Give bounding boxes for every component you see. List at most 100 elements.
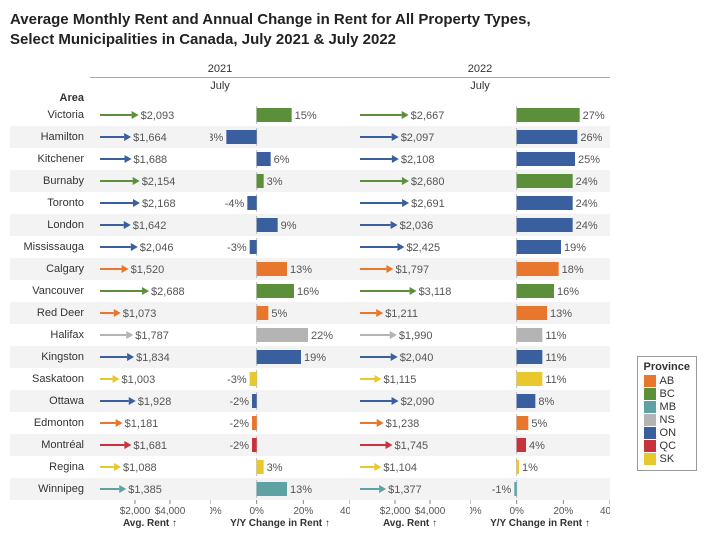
year-2022-header: 2022 (350, 61, 610, 78)
legend-item-bc[interactable]: BC (644, 388, 690, 400)
pct-2022-bar: 8% (470, 390, 610, 412)
rent-2021-arrow: $1,664 (90, 126, 210, 148)
rent-2022-arrow: $3,118 (350, 280, 470, 302)
area-header: Area (10, 78, 90, 104)
svg-text:27%: 27% (583, 110, 605, 122)
svg-text:25%: 25% (578, 154, 600, 166)
city-label: Saskatoon (10, 368, 90, 390)
pct-2021-bar: 16% (210, 280, 350, 302)
legend-item-on[interactable]: ON (644, 427, 690, 439)
city-label: Regina (10, 456, 90, 478)
pct-2021-bar: 3% (210, 456, 350, 478)
pct-2022-bar: 25% (470, 148, 610, 170)
rent-2022-axis-label[interactable]: Avg. Rent (350, 516, 470, 529)
svg-text:$2,691: $2,691 (411, 198, 445, 210)
legend-label: MB (660, 401, 677, 413)
svg-text:-20%: -20% (470, 506, 482, 516)
svg-text:$2,097: $2,097 (401, 132, 435, 144)
svg-text:$1,003: $1,003 (122, 374, 156, 386)
sort-icon (322, 518, 330, 529)
rent-2021-arrow: $2,046 (90, 236, 210, 258)
city-label: London (10, 214, 90, 236)
city-label: Winnipeg (10, 478, 90, 500)
province-legend: Province ABBCMBNSONQCSK (637, 356, 697, 471)
legend-item-sk[interactable]: SK (644, 453, 690, 465)
svg-text:-3%: -3% (227, 374, 247, 386)
legend-swatch (644, 401, 656, 413)
pct-2021-bar: 5% (210, 302, 350, 324)
chart-grid: 2021 2022 Area July July Victoria $2,093… (10, 61, 703, 529)
svg-text:$1,664: $1,664 (133, 132, 167, 144)
svg-text:$1,211: $1,211 (385, 308, 418, 320)
rent-2021-axis: $2,000$4,000 (90, 500, 210, 516)
city-label: Ottawa (10, 390, 90, 412)
svg-text:$1,115: $1,115 (384, 374, 417, 386)
year-2021-header: 2021 (90, 61, 350, 78)
rent-2021-axis-label[interactable]: Avg. Rent (90, 516, 210, 529)
rent-2022-arrow: $1,797 (350, 258, 470, 280)
legend-label: SK (660, 453, 675, 465)
svg-text:$1,688: $1,688 (134, 154, 168, 166)
svg-text:26%: 26% (580, 132, 602, 144)
pct-2021-bar: 13% (210, 478, 350, 500)
rent-2021-arrow: $1,385 (90, 478, 210, 500)
legend-item-ns[interactable]: NS (644, 414, 690, 426)
svg-text:$1,520: $1,520 (131, 264, 165, 276)
svg-text:11%: 11% (545, 330, 566, 342)
rent-2021-arrow: $2,093 (90, 104, 210, 126)
svg-text:24%: 24% (576, 176, 598, 188)
pct-2021-bar: 6% (210, 148, 350, 170)
pct-2021-bar: -2% (210, 390, 350, 412)
svg-text:$1,642: $1,642 (133, 220, 167, 232)
svg-text:-4%: -4% (225, 198, 245, 210)
month-2021-header: July (90, 78, 350, 104)
rent-2022-arrow: $1,377 (350, 478, 470, 500)
pct-2022-axis-label[interactable]: Y/Y Change in Rent (470, 516, 610, 529)
legend-swatch (644, 388, 656, 400)
pct-2022-bar: -1% (470, 478, 610, 500)
svg-text:$1,990: $1,990 (399, 330, 433, 342)
legend-item-mb[interactable]: MB (644, 401, 690, 413)
svg-text:-13%: -13% (210, 132, 224, 144)
svg-text:4%: 4% (529, 440, 545, 452)
rent-2021-arrow: $1,834 (90, 346, 210, 368)
pct-2022-bar: 24% (470, 214, 610, 236)
legend-item-ab[interactable]: AB (644, 375, 690, 387)
svg-text:$2,108: $2,108 (401, 154, 435, 166)
pct-2021-axis: -20%0%20%40% (210, 500, 350, 516)
svg-text:$1,745: $1,745 (395, 440, 429, 452)
rent-2021-arrow: $2,168 (90, 192, 210, 214)
svg-text:$1,385: $1,385 (128, 484, 162, 496)
svg-text:$1,797: $1,797 (395, 264, 429, 276)
pct-2021-bar: 19% (210, 346, 350, 368)
city-label: Toronto (10, 192, 90, 214)
svg-text:-1%: -1% (492, 484, 512, 496)
legend-item-qc[interactable]: QC (644, 440, 690, 452)
svg-text:$2,680: $2,680 (411, 176, 445, 188)
svg-text:$2,154: $2,154 (142, 176, 176, 188)
svg-text:$2,036: $2,036 (400, 220, 434, 232)
rent-2022-arrow: $2,691 (350, 192, 470, 214)
pct-2022-bar: 19% (470, 236, 610, 258)
rent-2021-arrow: $2,688 (90, 280, 210, 302)
svg-text:$2,688: $2,688 (151, 286, 185, 298)
rent-2022-arrow: $1,745 (350, 434, 470, 456)
legend-swatch (644, 427, 656, 439)
pct-2021-axis-label[interactable]: Y/Y Change in Rent (210, 516, 350, 529)
legend-label: AB (660, 375, 675, 387)
pct-2022-bar: 11% (470, 324, 610, 346)
svg-text:$2,168: $2,168 (142, 198, 176, 210)
city-label: Mississauga (10, 236, 90, 258)
pct-2022-bar: 18% (470, 258, 610, 280)
legend-label: QC (660, 440, 677, 452)
pct-2022-bar: 11% (470, 368, 610, 390)
rent-2021-arrow: $1,003 (90, 368, 210, 390)
legend-swatch (644, 453, 656, 465)
pct-2021-bar: -2% (210, 434, 350, 456)
rent-2022-arrow: $2,108 (350, 148, 470, 170)
rent-2022-arrow: $2,040 (350, 346, 470, 368)
svg-text:20%: 20% (293, 506, 313, 516)
svg-text:$2,667: $2,667 (411, 110, 445, 122)
pct-2021-bar: 3% (210, 170, 350, 192)
svg-text:13%: 13% (550, 308, 572, 320)
